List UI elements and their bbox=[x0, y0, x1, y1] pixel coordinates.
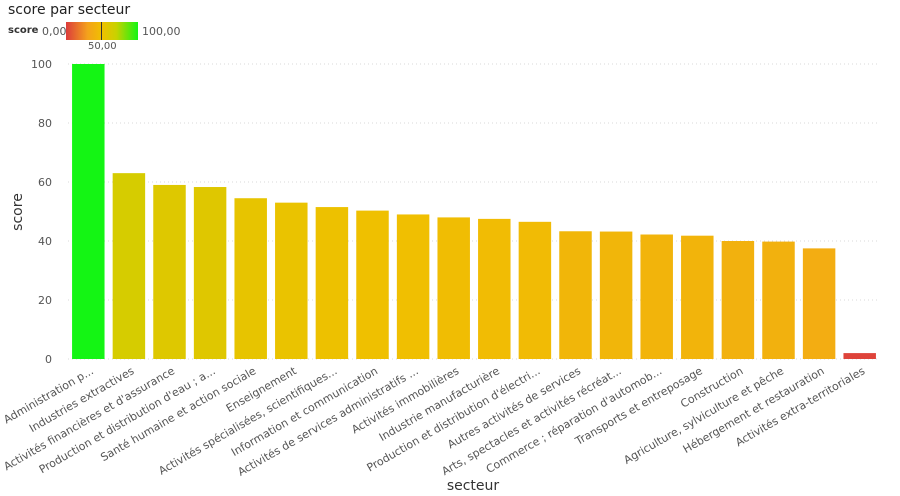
y-axis-ticks: 0 20 40 60 80 100 bbox=[31, 58, 52, 366]
bar[interactable] bbox=[559, 231, 592, 359]
bar[interactable] bbox=[396, 214, 430, 359]
y-tick-label: 100 bbox=[31, 58, 52, 71]
chart-title: score par secteur bbox=[8, 2, 131, 18]
bar[interactable] bbox=[315, 207, 349, 359]
bar[interactable] bbox=[843, 353, 876, 359]
bar[interactable] bbox=[681, 235, 714, 359]
legend-title: score bbox=[8, 25, 39, 36]
y-tick-label: 40 bbox=[38, 235, 52, 248]
legend-min-label: 0,00 bbox=[42, 25, 67, 38]
bar[interactable] bbox=[599, 231, 633, 359]
bar[interactable] bbox=[437, 217, 470, 359]
x-axis-ticks: Administration p...Industries extractive… bbox=[1, 364, 867, 479]
y-axis-title: score bbox=[10, 193, 26, 231]
bar[interactable] bbox=[802, 248, 836, 359]
legend-gradient-bar bbox=[66, 22, 138, 40]
legend-mid-marker bbox=[101, 22, 102, 40]
bar[interactable] bbox=[518, 221, 552, 359]
bar[interactable] bbox=[193, 187, 227, 359]
bar[interactable] bbox=[112, 173, 146, 359]
gridlines bbox=[68, 63, 880, 360]
bars bbox=[72, 64, 876, 359]
bar[interactable] bbox=[640, 234, 673, 359]
legend-max-label: 100,00 bbox=[142, 25, 181, 38]
y-tick-label: 0 bbox=[45, 353, 52, 366]
bar[interactable] bbox=[356, 210, 389, 359]
legend-mid-label: 50,00 bbox=[88, 41, 117, 52]
x-axis-title: secteur bbox=[447, 478, 500, 494]
bar[interactable] bbox=[478, 218, 511, 359]
x-tick-label: Activités financières et d'assurance bbox=[1, 364, 177, 473]
bar[interactable] bbox=[153, 184, 186, 359]
y-tick-label: 60 bbox=[38, 176, 52, 189]
y-tick-label: 20 bbox=[38, 294, 52, 307]
bar[interactable] bbox=[275, 202, 308, 359]
bar[interactable] bbox=[721, 241, 755, 359]
bar[interactable] bbox=[72, 64, 105, 359]
y-tick-label: 80 bbox=[38, 117, 52, 130]
bar[interactable] bbox=[762, 241, 795, 359]
bar[interactable] bbox=[234, 198, 267, 359]
